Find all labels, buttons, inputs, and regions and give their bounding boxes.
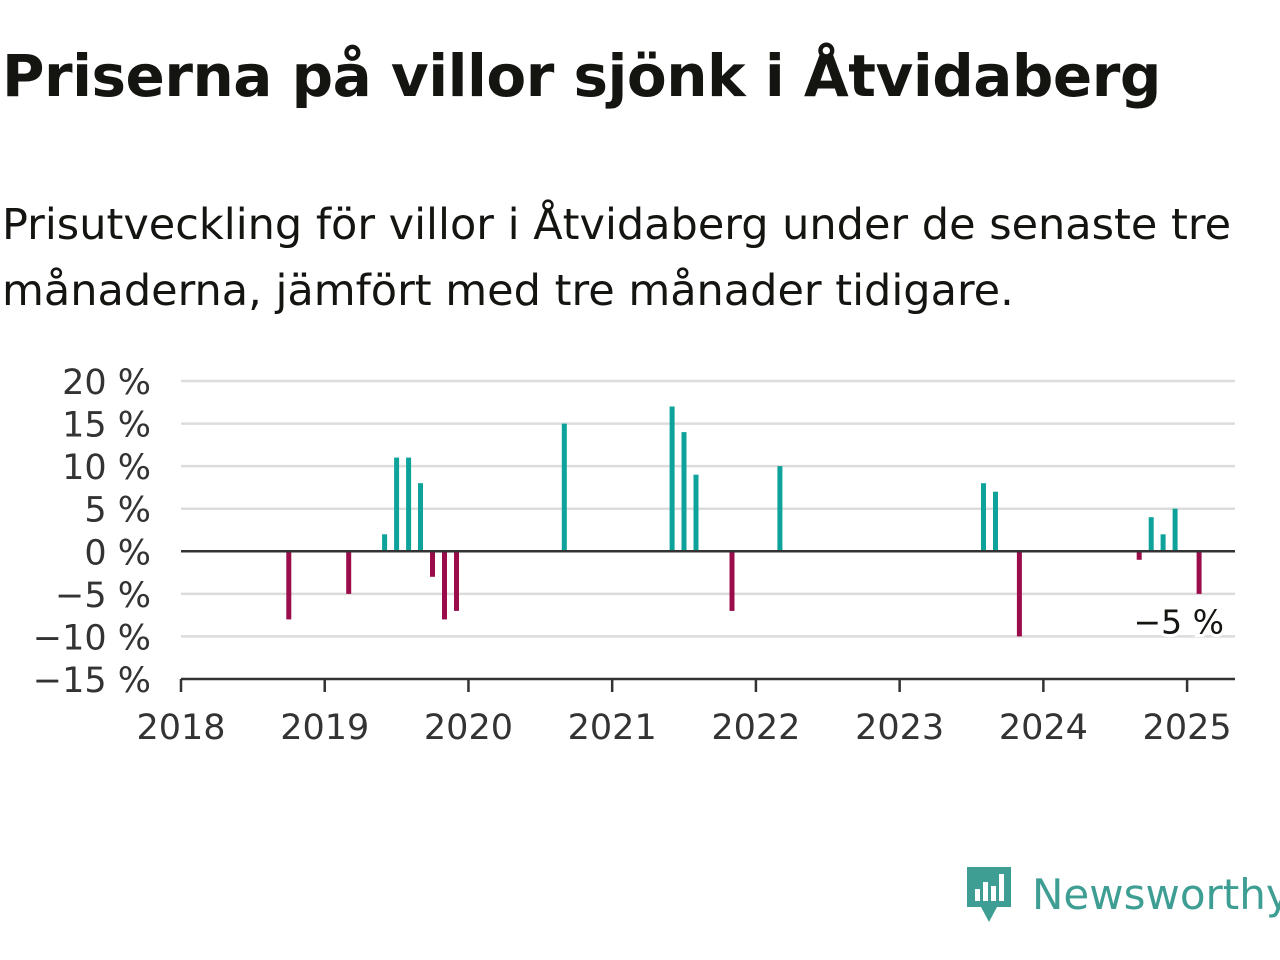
bar xyxy=(406,457,412,552)
bar xyxy=(382,534,388,552)
y-tick-label: 5 % xyxy=(84,491,151,531)
bar xyxy=(561,423,567,552)
x-tick-label: 2023 xyxy=(855,708,944,748)
chart-title: Priserna på villor sjönk i Åtvidaberg xyxy=(2,42,1161,110)
x-tick-label: 2019 xyxy=(280,708,369,748)
newsworthy-logo-icon xyxy=(967,867,1011,922)
bar xyxy=(394,457,400,552)
bar xyxy=(981,483,986,552)
y-tick-label: 0 % xyxy=(84,533,151,573)
x-tick-label: 2021 xyxy=(568,708,657,748)
bar xyxy=(1196,551,1202,594)
chart-subtitle: Prisutveckling för villor i Åtvidaberg u… xyxy=(2,200,1232,316)
bar xyxy=(1160,534,1166,552)
bar xyxy=(286,551,292,620)
bar xyxy=(430,551,435,577)
x-tick-label: 2024 xyxy=(999,708,1088,748)
newsworthy-logo-text: Newsworthy xyxy=(1032,869,1280,919)
bar xyxy=(681,432,687,552)
bars xyxy=(286,406,1202,637)
bar xyxy=(693,474,699,552)
newsworthy-logo[interactable]: Newsworthy xyxy=(964,864,1280,924)
bar xyxy=(1172,508,1178,552)
bar xyxy=(454,551,459,611)
bar xyxy=(1016,551,1022,637)
x-tick-label: 2022 xyxy=(711,708,800,748)
x-tick-label: 2025 xyxy=(1143,708,1232,748)
bar xyxy=(993,491,998,552)
bar xyxy=(346,551,352,594)
last-value-annotation: −5 % xyxy=(1134,602,1225,641)
y-tick-label: −5 % xyxy=(55,576,151,616)
price-change-bar-chart: 20 %15 %10 %5 %0 %−5 %−10 %−15 % 2018 201… xyxy=(33,363,1235,748)
bar xyxy=(777,466,783,552)
y-tick-label: 20 % xyxy=(62,363,151,403)
x-tick-label: 2020 xyxy=(424,708,513,748)
y-tick-label: −10 % xyxy=(33,618,151,658)
bar xyxy=(729,551,735,611)
x-tick-label: 2018 xyxy=(136,708,225,748)
bar xyxy=(669,406,675,552)
y-tick-label: 15 % xyxy=(62,406,151,446)
x-axis: 2018 2019 2020 2021 2022 2023 2024 2025 xyxy=(136,677,1235,748)
bar xyxy=(1136,551,1142,560)
y-tick-label: −15 % xyxy=(33,661,151,701)
bar xyxy=(418,483,423,552)
y-tick-label: 10 % xyxy=(62,448,151,488)
bar xyxy=(1148,517,1154,552)
grid-lines xyxy=(181,379,1235,638)
bar xyxy=(442,551,447,620)
y-axis-ticks: 20 %15 %10 %5 %0 %−5 %−10 %−15 % xyxy=(33,363,151,701)
